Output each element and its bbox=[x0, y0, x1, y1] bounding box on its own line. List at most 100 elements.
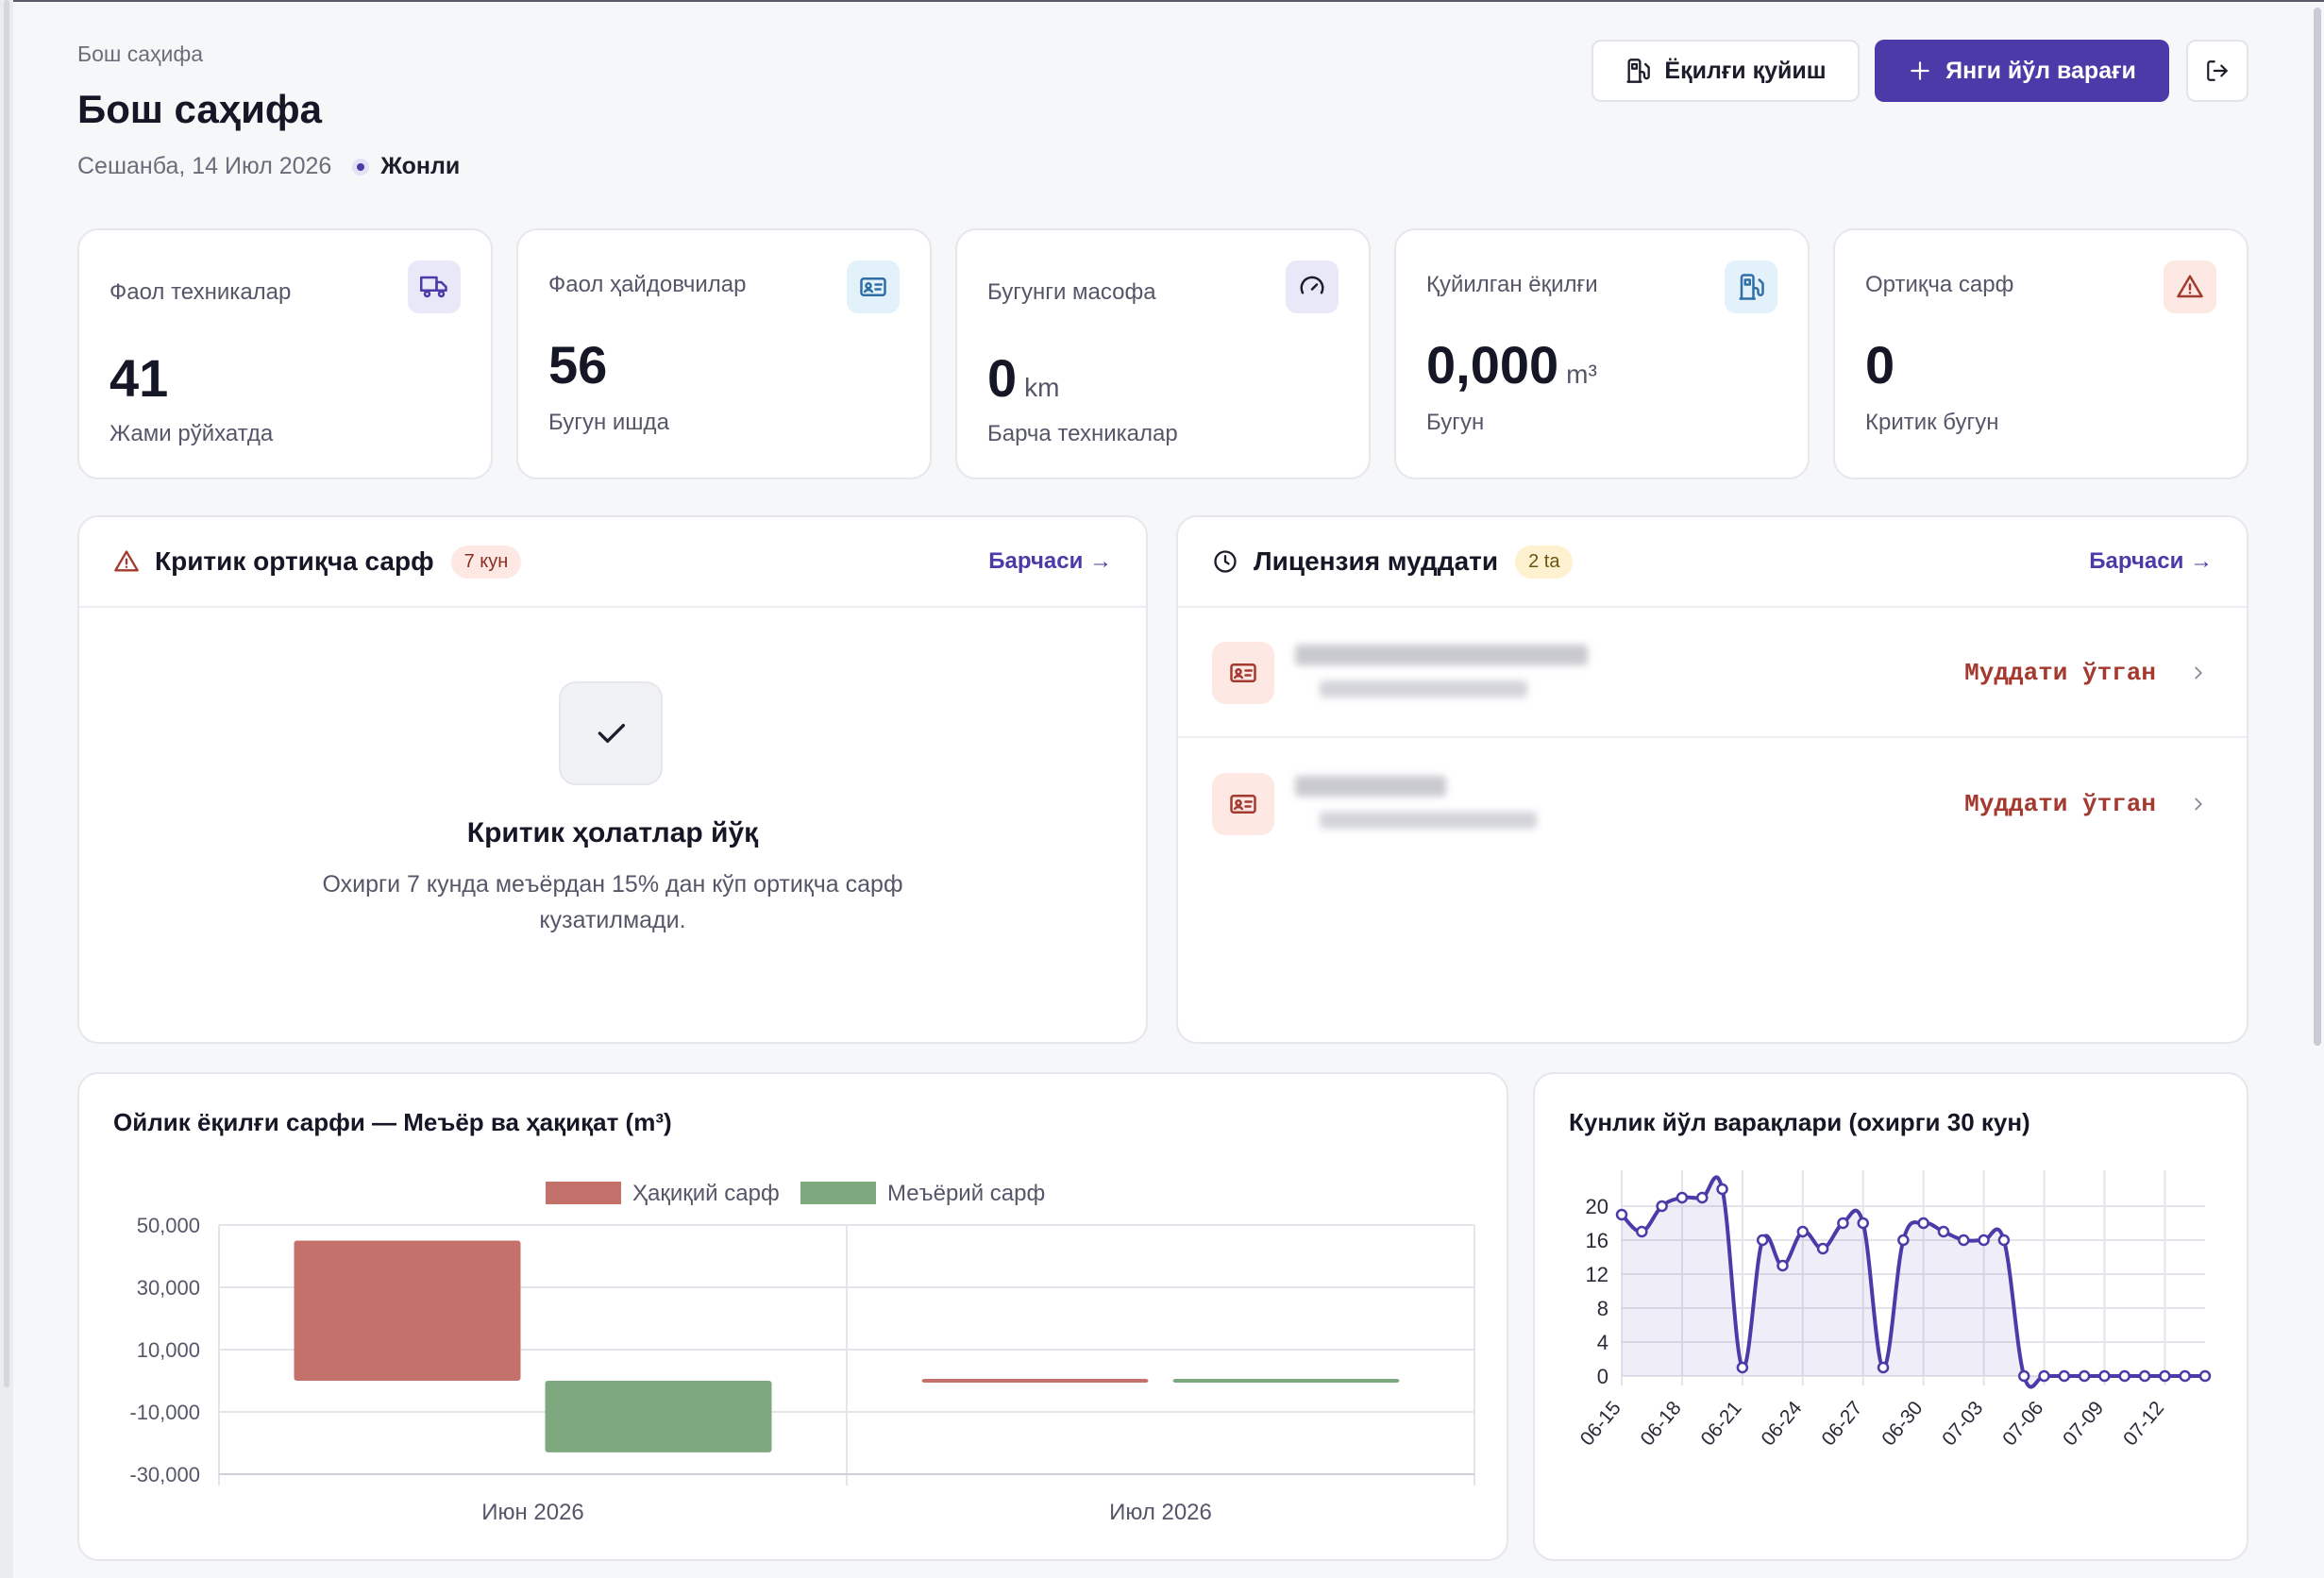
x-tick-label: 06-30 bbox=[1878, 1397, 1927, 1450]
logout-button[interactable] bbox=[2186, 40, 2248, 102]
panel-header: Критик ортиқча сарф 7 кун Барчаси → bbox=[79, 517, 1146, 608]
data-point bbox=[2179, 1369, 2191, 1383]
data-point bbox=[1777, 1259, 1789, 1272]
data-point bbox=[2118, 1369, 2131, 1383]
stat-label: Фаол ҳайдовчилар bbox=[548, 272, 747, 297]
left-scroll-track[interactable] bbox=[4, 0, 9, 1387]
stat-sub: Барча техникалар bbox=[987, 421, 1178, 446]
fuel-fill-label: Ёқилғи қуйиш bbox=[1664, 57, 1827, 84]
panel-header: Лицензия муддати 2 ta Барчаси → bbox=[1178, 517, 2247, 608]
y-tick-label: 4 bbox=[1597, 1331, 1608, 1354]
live-status: Жонли bbox=[380, 153, 461, 179]
redacted-driver-info bbox=[1295, 766, 1597, 842]
series-area bbox=[1622, 1177, 2205, 1387]
page-scrollbar[interactable] bbox=[2311, 0, 2324, 1578]
license-status: Муддати ўтган bbox=[1964, 659, 2156, 687]
y-tick-label: 20 bbox=[1586, 1195, 1608, 1218]
license-status: Муддати ўтган bbox=[1964, 790, 2156, 818]
live-dot-icon bbox=[352, 158, 370, 176]
data-point bbox=[1917, 1217, 1929, 1230]
monthly-fuel-bar-chart: Ҳақиқий сарф Меъёрий сарф 50,000 30,000 10,0… bbox=[129, 1181, 1475, 1525]
stat-sub: Жами рўйхатда bbox=[109, 421, 274, 446]
data-point bbox=[1636, 1225, 1648, 1238]
stat-number: 0 bbox=[1865, 335, 1895, 394]
data-point bbox=[2038, 1369, 2050, 1383]
data-point bbox=[2138, 1369, 2151, 1383]
data-point bbox=[2078, 1369, 2091, 1383]
stat-label: Қуйилган ёқилғи bbox=[1426, 272, 1598, 297]
data-point bbox=[1716, 1183, 1728, 1196]
stat-number: 0,000 bbox=[1426, 335, 1559, 394]
legend-label: Меъёрий сарф bbox=[887, 1181, 1045, 1206]
data-point bbox=[1656, 1200, 1668, 1213]
data-point bbox=[1736, 1361, 1749, 1374]
stat-unit: km bbox=[1024, 373, 1060, 402]
fuel-fill-button[interactable]: Ёқилғи қуйиш bbox=[1591, 40, 1860, 102]
data-point bbox=[1756, 1234, 1769, 1247]
chart-title: Ойлик ёқилғи сарфи — Меъёр ва ҳақиқат (m… bbox=[113, 1108, 672, 1136]
license-expiry-panel: Лицензия муддати 2 ta Барчаси → Муддати … bbox=[1176, 515, 2248, 1044]
critical-overuse-panel: Критик ортиқча сарф 7 кун Барчаси → Крит… bbox=[77, 515, 1148, 1044]
x-tick-label: 06-21 bbox=[1697, 1397, 1746, 1450]
period-badge: 7 кун bbox=[450, 545, 522, 579]
panel-title: Критик ортиқча сарф bbox=[155, 546, 434, 576]
stat-sub: Бугун ишда bbox=[548, 410, 669, 435]
data-point bbox=[1937, 1225, 1950, 1238]
view-all-link[interactable]: Барчаси → bbox=[2089, 548, 2213, 574]
bar bbox=[1172, 1379, 1400, 1383]
stat-value: 41 bbox=[109, 347, 168, 409]
y-tick-label: 12 bbox=[1586, 1263, 1608, 1286]
x-tick-label: 07-06 bbox=[1998, 1397, 2047, 1450]
stat-number: 56 bbox=[548, 335, 608, 394]
id-card-icon bbox=[847, 260, 900, 313]
data-point bbox=[1615, 1208, 1628, 1221]
license-row[interactable]: Муддати ўтган bbox=[1178, 610, 2247, 738]
data-point bbox=[1897, 1234, 1910, 1247]
y-tick-label: 30,000 bbox=[137, 1276, 200, 1300]
logout-icon bbox=[2207, 60, 2228, 81]
x-tick-label: 07-03 bbox=[1938, 1397, 1987, 1450]
data-point bbox=[1997, 1234, 2011, 1247]
legend-swatch bbox=[800, 1182, 876, 1204]
panel-title: Лицензия муддати bbox=[1254, 546, 1499, 576]
y-tick-label: 0 bbox=[1597, 1365, 1608, 1388]
data-point bbox=[2017, 1369, 2030, 1383]
stat-value: 56 bbox=[548, 334, 607, 395]
stat-card-fuel: Қуйилган ёқилғи 0,000 m³ Бугун bbox=[1394, 228, 1810, 479]
bar bbox=[545, 1381, 772, 1452]
new-waybill-button[interactable]: Янги йўл варағи bbox=[1875, 40, 2169, 102]
redacted-driver-info bbox=[1295, 635, 1597, 711]
id-card-icon bbox=[1212, 642, 1274, 704]
y-tick-label: -30,000 bbox=[129, 1463, 200, 1486]
plus-icon bbox=[1911, 61, 1929, 80]
data-point bbox=[1857, 1217, 1869, 1230]
warning-icon bbox=[2164, 260, 2216, 313]
data-point bbox=[2198, 1369, 2212, 1383]
empty-state-description: Охирги 7 кунда меъёрдан 15% дан кўп орти… bbox=[322, 871, 903, 933]
y-tick-label: 8 bbox=[1597, 1297, 1608, 1320]
x-tick-label: 06-18 bbox=[1637, 1397, 1686, 1450]
scrollbar-thumb[interactable] bbox=[2314, 8, 2321, 1046]
new-waybill-label: Янги йўл варағи bbox=[1945, 57, 2136, 84]
speedometer-icon bbox=[1286, 260, 1339, 313]
license-row[interactable]: Муддати ўтган bbox=[1178, 740, 2247, 868]
view-all-link[interactable]: Барчаси → bbox=[988, 548, 1112, 574]
clock-icon bbox=[1214, 550, 1237, 573]
data-point bbox=[1816, 1242, 1829, 1255]
x-tick-label: 06-24 bbox=[1757, 1397, 1806, 1450]
data-point bbox=[2159, 1369, 2171, 1383]
left-sidebar-edge bbox=[0, 0, 13, 1578]
stat-card-distance: Бугунги масофа 0 km Барча техникалар bbox=[955, 228, 1371, 479]
stat-unit: m³ bbox=[1566, 360, 1597, 389]
current-date: Сешанба, 14 Июл 2026 bbox=[77, 153, 332, 179]
x-tick-label: 07-09 bbox=[2059, 1397, 2108, 1450]
data-point bbox=[1877, 1361, 1890, 1374]
window-top-border bbox=[0, 0, 2324, 2]
bar bbox=[921, 1379, 1149, 1383]
y-tick-label: 50,000 bbox=[137, 1214, 200, 1237]
chevron-right-icon bbox=[2195, 797, 2202, 811]
stat-value: 0 km bbox=[987, 347, 1059, 409]
y-tick-label: 16 bbox=[1586, 1229, 1608, 1252]
breadcrumb: Бош саҳифа bbox=[77, 42, 204, 66]
